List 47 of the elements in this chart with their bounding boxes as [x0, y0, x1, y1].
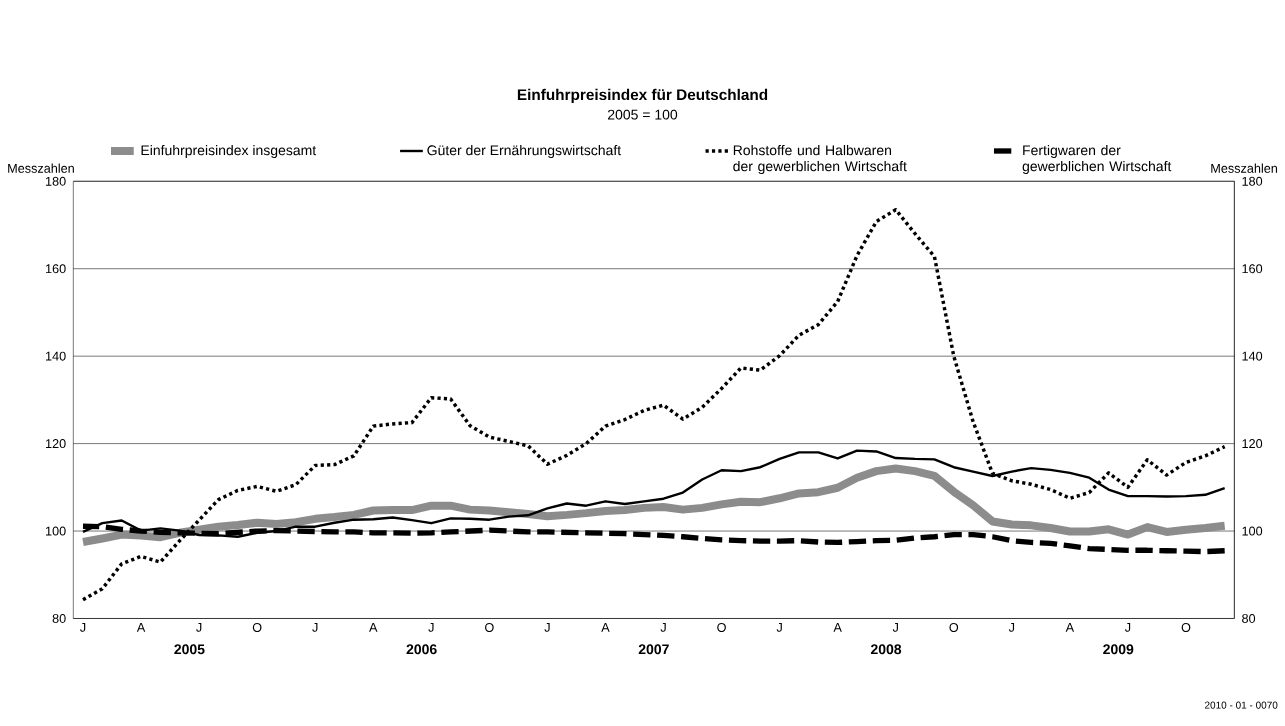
text: 2010 - 01 - 0070: [1204, 701, 1278, 709]
y-tick-label: 100: [46, 526, 66, 536]
text: 2005: [174, 644, 205, 654]
text: 2006: [406, 644, 437, 654]
legend-label: Einfuhrpreisindex insgesamt: [141, 144, 317, 158]
y2-tick-label: 180: [1242, 176, 1263, 186]
x-tick-label: J: [428, 622, 434, 632]
y2-axis-title: Messzahlen: [1211, 163, 1278, 173]
chart-subtitle: 2005 = 100: [608, 109, 678, 120]
text: 2008: [870, 644, 902, 654]
y2-tick-label: 160: [1242, 264, 1263, 273]
y-tick-label: 180: [46, 176, 66, 186]
x-tick-label: O: [1181, 622, 1191, 632]
x-tick-label: O: [485, 622, 494, 632]
legend-label: Güter der Ernährungswirtschaft: [427, 144, 622, 158]
x-tick-label: A: [136, 622, 146, 632]
y-tick-label: 140: [46, 351, 66, 361]
x-tick-label: A: [1065, 622, 1075, 632]
chart-title: Einfuhrpreisindex für Deutschland: [517, 88, 768, 103]
y-tick-label: 80: [52, 613, 66, 623]
y2-tick-label: 120: [1242, 438, 1263, 448]
text: 2009: [1103, 644, 1134, 654]
x-tick-label: J: [196, 622, 202, 632]
x-tick-label: J: [660, 622, 666, 632]
x-tick-label: J: [776, 622, 782, 632]
x-tick-label: A: [833, 622, 842, 632]
y-axis-title: Messzahlen: [8, 163, 74, 173]
x-tick-label: J: [892, 622, 898, 632]
x-tick-label: A: [369, 622, 378, 632]
x-tick-label: O: [717, 622, 726, 632]
x-tick-label: J: [312, 622, 318, 632]
y2-tick-label: 80: [1242, 613, 1256, 623]
x-tick-label: O: [252, 622, 262, 632]
line-series: [81, 207, 1227, 602]
x-tick-label: J: [80, 622, 86, 632]
legend-label: Rohstoffe und Halbwaren der gewerblichen Wirtschaft: [733, 144, 907, 174]
text: 2007: [638, 644, 669, 654]
y-tick-label: 160: [46, 264, 66, 273]
y2-tick-label: 140: [1242, 351, 1263, 361]
x-tick-label: J: [544, 622, 550, 632]
y-tick-label: 120: [46, 438, 66, 448]
x-tick-label: O: [949, 622, 959, 632]
legend-label: Fertigwaren der gewerblichen Wirtschaft: [1022, 144, 1172, 174]
x-tick-label: J: [1124, 622, 1131, 632]
y2-tick-label: 100: [1242, 526, 1263, 536]
x-tick-label: A: [601, 622, 610, 632]
x-tick-label: J: [1008, 622, 1015, 632]
